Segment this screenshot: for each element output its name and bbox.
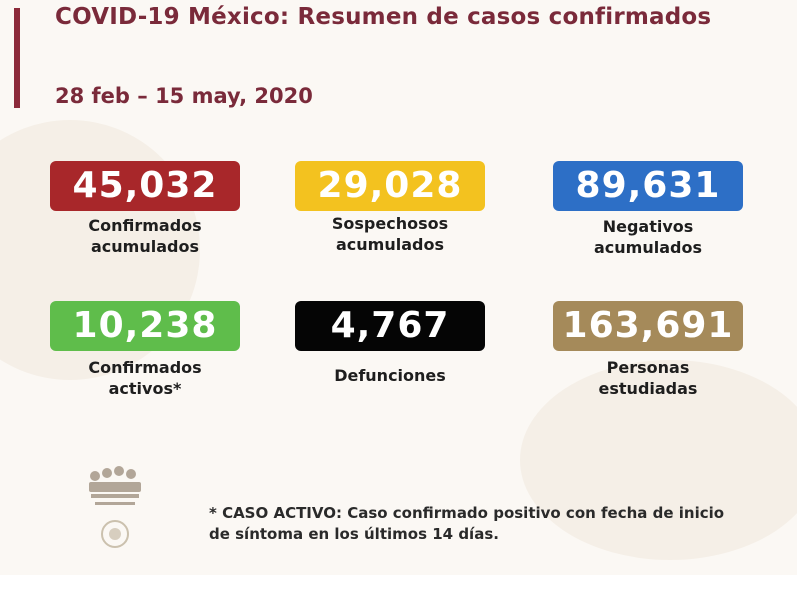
stat-label-line: Confirmados [88,358,202,377]
date-range: 28 feb – 15 may, 2020 [55,84,313,108]
stat-label-line: Confirmados [88,216,202,235]
stat-personas-estudiadas: 163,691 Personas estudiadas [553,301,743,399]
bottom-strip [0,575,797,605]
stat-label-line: Sospechosos [331,214,449,233]
stat-label-line: Negativos [602,217,694,236]
stat-label-line: activos* [108,379,182,398]
stat-value-box: 10,238 [50,301,240,351]
accent-bar [14,8,20,108]
stat-value-box: 89,631 [553,161,743,211]
stat-label: Defunciones [295,365,485,386]
government-logo [89,466,141,548]
stat-label: Confirmados acumulados [50,215,240,257]
stat-confirmados-activos: 10,238 Confirmados activos* [50,301,240,399]
stat-label-line: estudiadas [598,379,698,398]
stat-defunciones: 4,767 Defunciones [295,301,485,386]
stat-value-box: 29,028 [295,161,485,211]
stat-value-box: 45,032 [50,161,240,211]
stat-label-line: acumulados [336,235,444,254]
stat-value-box: 163,691 [553,301,743,351]
stat-label: Confirmados activos* [50,357,240,399]
stat-negativos-acumulados: 89,631 Negativos acumulados [553,161,743,258]
stat-label-line: Defunciones [334,366,446,385]
footnote: * CASO ACTIVO: Caso confirmado positivo … [209,503,769,545]
stat-label: Sospechosos acumulados [295,213,485,255]
stat-label-line: Personas [606,358,690,377]
footnote-line: de síntoma en los últimos 14 días. [209,525,499,543]
page-title: COVID-19 México: Resumen de casos confir… [55,4,712,30]
footnote-line: * CASO ACTIVO: Caso confirmado positivo … [209,504,725,522]
stat-value-box: 4,767 [295,301,485,351]
stat-label-line: acumulados [594,238,702,257]
stat-label: Negativos acumulados [553,216,743,258]
stat-label: Personas estudiadas [553,357,743,399]
stat-confirmados-acumulados: 45,032 Confirmados acumulados [50,161,240,257]
stat-label-line: acumulados [91,237,199,256]
stat-sospechosos-acumulados: 29,028 Sospechosos acumulados [295,161,485,255]
background-ornament [520,360,797,560]
